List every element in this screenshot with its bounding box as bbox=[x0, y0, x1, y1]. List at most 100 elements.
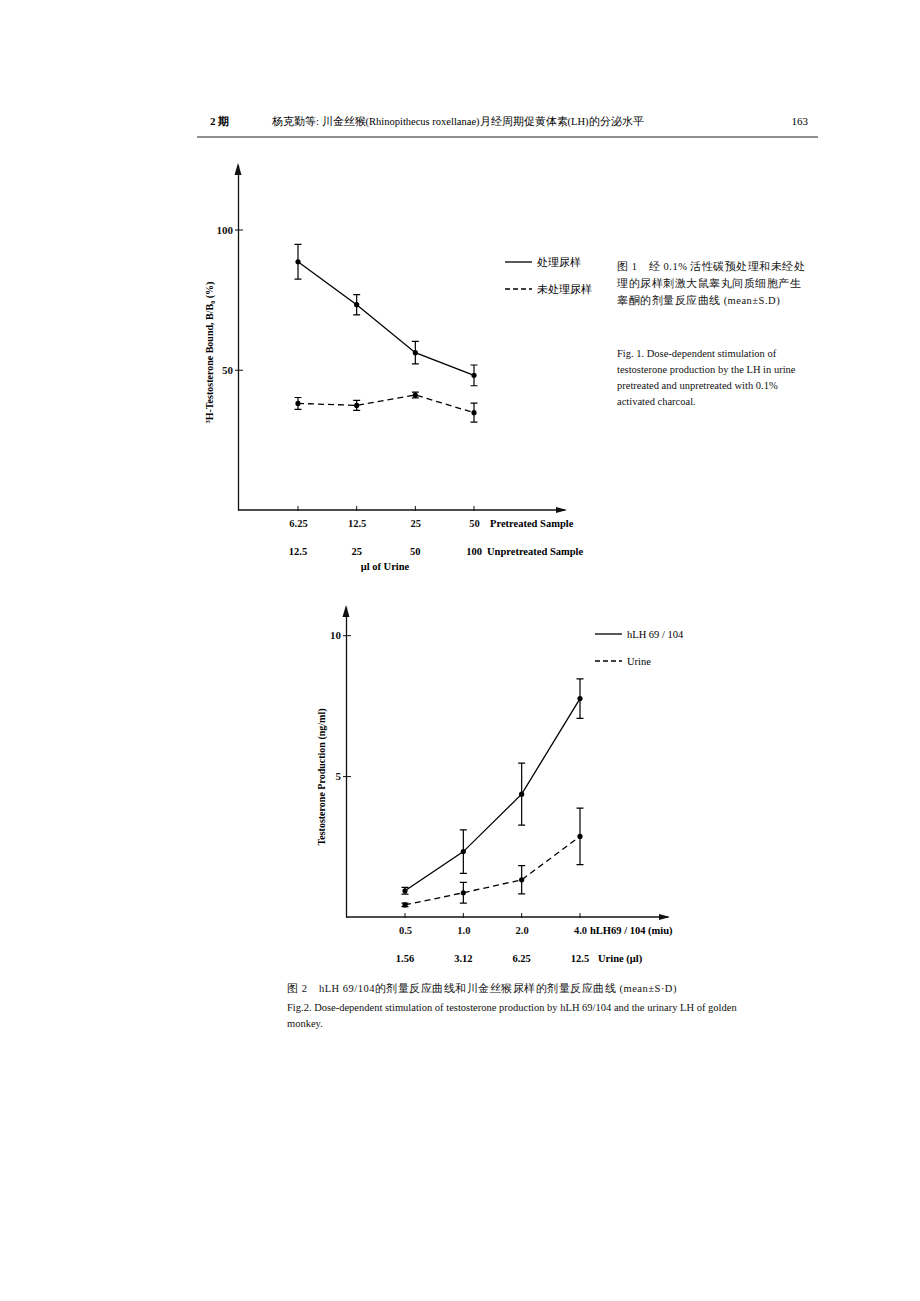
legend-swatch bbox=[505, 261, 532, 262]
legend-label: 未处理尿样 bbox=[537, 283, 592, 295]
error-bar bbox=[460, 830, 467, 873]
error-bar bbox=[295, 398, 302, 410]
y-axis: 5 10 bbox=[330, 608, 351, 918]
y-tick: 50 bbox=[222, 364, 243, 376]
x-tick-label: 25 bbox=[411, 518, 422, 529]
x-tick-label-secondary: 100 bbox=[466, 546, 482, 557]
x-tick: 1.0 bbox=[457, 925, 470, 936]
y-tick-label: 5 bbox=[336, 770, 342, 782]
x-row-title: Unpretreated Sample bbox=[487, 546, 583, 557]
chart: 501006.2512.52550Pretreated Sample12.525… bbox=[204, 163, 592, 572]
x-tick: 12.5 bbox=[348, 518, 366, 529]
legend-label: 处理尿样 bbox=[537, 256, 581, 268]
y-tick: 100 bbox=[217, 224, 244, 236]
y-axis-line bbox=[238, 166, 239, 511]
data-point bbox=[461, 890, 466, 895]
x-tick-mark bbox=[463, 913, 464, 918]
legend-swatch bbox=[595, 660, 622, 661]
x-tick-label-secondary: 12.5 bbox=[289, 546, 307, 557]
x-tick: 6.25 bbox=[289, 518, 307, 529]
plot-area bbox=[402, 679, 584, 908]
x-axis: 6.25 12.5 25 50 bbox=[289, 518, 479, 529]
y-axis: 50 100 bbox=[217, 166, 244, 511]
legend-label: hLH 69 / 104 bbox=[627, 629, 684, 640]
y-axis-title: ³H-Testosterone Bound, B/B₀ (%) bbox=[204, 282, 216, 424]
y-tick: 5 bbox=[336, 770, 352, 782]
x-tick-mark bbox=[415, 506, 416, 511]
x-row-title: hLH69 / 104 (miu) bbox=[590, 925, 673, 937]
x-axis: 0.5 1.0 2.0 4.0 bbox=[399, 925, 587, 936]
x-tick-mark bbox=[298, 506, 299, 511]
x-tick-label: 0.5 bbox=[399, 925, 412, 936]
legend: hLH 69 / 104Urine bbox=[595, 629, 684, 667]
error-bar bbox=[412, 341, 419, 363]
x-tick-label-secondary: 12.5 bbox=[571, 953, 589, 964]
caption-zh: 图 2 hLH 69/104的剂量反应曲线和川金丝猴尿样的剂量反应曲线 (mea… bbox=[287, 980, 757, 997]
series-line bbox=[298, 262, 474, 376]
x-tick-label: 1.0 bbox=[457, 925, 470, 936]
series-line bbox=[405, 836, 580, 904]
data-point bbox=[402, 888, 407, 893]
error-bar bbox=[353, 295, 360, 315]
y-tick: 10 bbox=[330, 629, 351, 641]
x-tick-label-secondary: 3.12 bbox=[454, 953, 472, 964]
page-number: 163 bbox=[792, 115, 809, 127]
error-bar bbox=[577, 808, 584, 864]
data-point bbox=[354, 302, 359, 307]
x-axis-arrow bbox=[556, 507, 567, 513]
error-bar bbox=[471, 365, 478, 386]
x-tick-label-secondary: 25 bbox=[351, 546, 362, 557]
x-axis-title: μl of Urine bbox=[361, 561, 410, 572]
y-tick-mark bbox=[235, 230, 243, 231]
x-tick: 50 bbox=[469, 518, 480, 529]
x-row-title: Urine (μl) bbox=[598, 953, 643, 965]
x-tick: 4.0 bbox=[574, 925, 587, 936]
error-bar bbox=[577, 679, 584, 718]
error-bar bbox=[353, 400, 360, 410]
data-point bbox=[413, 350, 418, 355]
data-point bbox=[577, 834, 582, 839]
series-line bbox=[298, 395, 474, 413]
x-axis-arrow bbox=[659, 914, 670, 920]
legend-swatch bbox=[595, 633, 622, 634]
chart: 5 10 0.5 1.0 2.0 4.0hLH69 / 104 (miu) 1.56 3.12… bbox=[316, 605, 684, 965]
data-point bbox=[471, 373, 476, 378]
x-tick-mark bbox=[474, 506, 475, 511]
data-point bbox=[295, 259, 300, 264]
data-point bbox=[295, 401, 300, 406]
page: 2 期杨克勤等: 川金丝猴(Rhinopithecus roxellanae)月… bbox=[0, 0, 920, 1301]
error-bar bbox=[412, 392, 419, 398]
y-axis-arrow bbox=[343, 605, 350, 617]
header-rule bbox=[197, 136, 818, 137]
x-tick-mark bbox=[580, 913, 581, 918]
error-bar bbox=[518, 866, 525, 894]
x-tick-label: 2.0 bbox=[516, 925, 529, 936]
x-axis-line bbox=[238, 509, 565, 510]
error-bar bbox=[295, 244, 302, 279]
error-bar bbox=[402, 887, 409, 894]
x-tick: 0.5 bbox=[399, 925, 412, 936]
x-tick-label: 12.5 bbox=[348, 518, 366, 529]
error-bar bbox=[402, 903, 409, 906]
issue: 2 期 bbox=[210, 115, 229, 127]
y-tick-mark bbox=[235, 370, 243, 371]
data-point bbox=[354, 403, 359, 408]
y-tick-mark bbox=[343, 635, 351, 636]
x-tick-label: 50 bbox=[469, 518, 480, 529]
y-axis-arrow bbox=[235, 163, 242, 175]
legend-swatch bbox=[505, 288, 532, 289]
data-point bbox=[519, 792, 524, 797]
y-tick-label: 100 bbox=[217, 224, 234, 236]
data-point bbox=[461, 849, 466, 854]
plot-area bbox=[295, 244, 478, 422]
y-tick-label: 10 bbox=[330, 629, 342, 641]
y-axis-line bbox=[346, 608, 347, 918]
x-tick-label-secondary: 1.56 bbox=[396, 953, 414, 964]
x-tick: 2.0 bbox=[516, 925, 529, 936]
x-tick-label-secondary: 6.25 bbox=[512, 953, 530, 964]
data-point bbox=[402, 902, 407, 907]
y-tick-label: 50 bbox=[222, 364, 234, 376]
x-tick-mark bbox=[405, 913, 406, 918]
x-axis-line bbox=[346, 916, 668, 917]
x-tick: 25 bbox=[411, 518, 422, 529]
